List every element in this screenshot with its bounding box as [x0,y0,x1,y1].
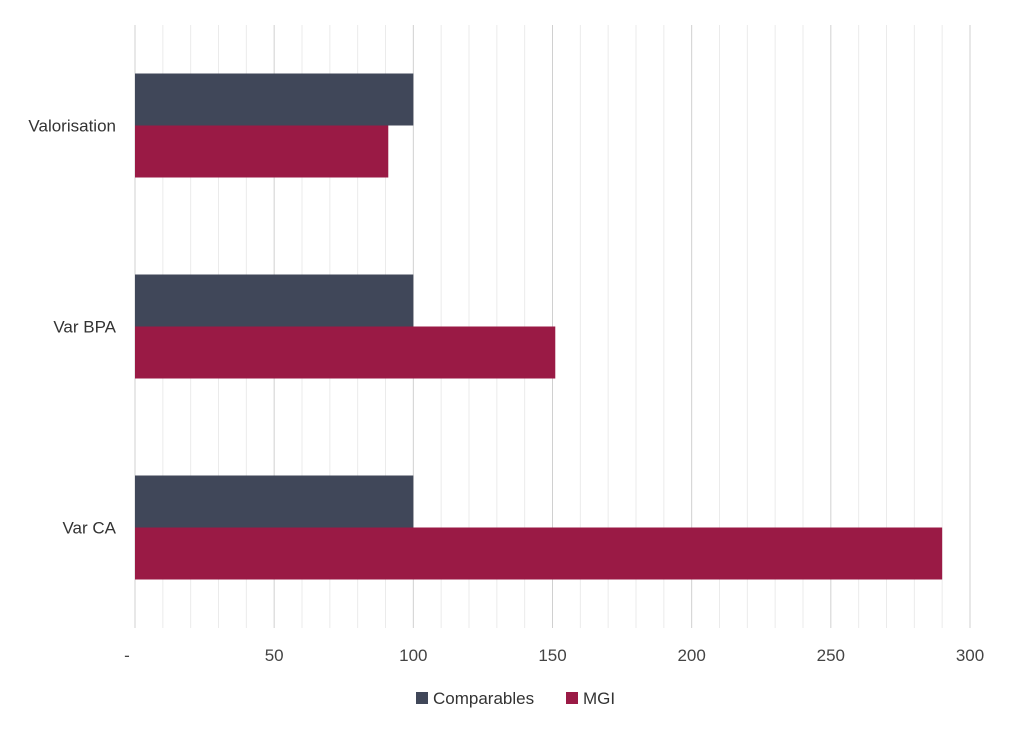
category-label: Var CA [62,519,116,538]
x-tick-label: 150 [538,646,566,665]
bar-mgi-valorisation [135,125,389,178]
x-tick-labels: - 50 100 150 200 250 300 [124,646,984,665]
category-label: Var BPA [53,318,116,337]
category-label: Valorisation [28,117,116,136]
x-tick-label: 250 [817,646,845,665]
category-labels: Valorisation Var BPA Var CA [28,117,116,538]
legend-label-comparables: Comparables [433,689,534,708]
bar-mgi-var-ca [135,527,943,580]
legend-swatch-mgi [566,692,578,704]
bar-comparables-var-ca [135,475,414,528]
x-tick-label: 200 [677,646,705,665]
bar-comparables-var-bpa [135,274,414,327]
legend: Comparables MGI [416,689,615,708]
bar-mgi-var-bpa [135,326,556,379]
x-tick-label: - [124,646,130,665]
bar-comparables-valorisation [135,73,414,126]
bars [135,73,943,580]
x-tick-label: 50 [265,646,284,665]
legend-swatch-comparables [416,692,428,704]
x-tick-label: 100 [399,646,427,665]
x-tick-label: 300 [956,646,984,665]
legend-label-mgi: MGI [583,689,615,708]
